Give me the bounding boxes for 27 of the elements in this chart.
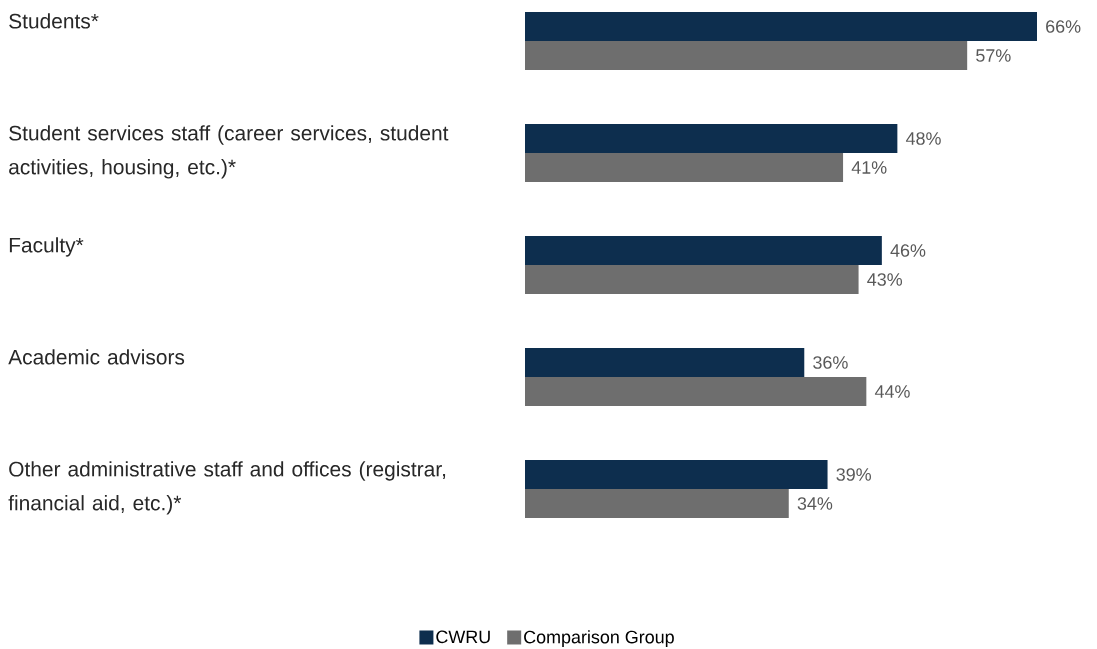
data-label: 36%: [813, 356, 848, 369]
data-label: 41%: [851, 161, 887, 174]
data-label: 34%: [797, 497, 833, 510]
data-label: 46%: [890, 244, 926, 257]
bar: [525, 377, 867, 406]
y-tick-label: Other administrative staff and offices (registrar, financial aid, etc.)*: [8, 461, 446, 515]
bar: [525, 236, 882, 265]
bar: [525, 489, 789, 518]
data-label: 44%: [874, 385, 910, 398]
legend-label: Comparison Group: [524, 630, 674, 647]
bar: [525, 153, 844, 182]
data-label: 43%: [867, 273, 903, 286]
data-label: 48%: [905, 132, 941, 145]
y-tick-label: Students*: [9, 13, 99, 29]
bar: [525, 348, 805, 377]
y-tick-label: Faculty*: [9, 237, 84, 257]
data-label: 39%: [836, 468, 871, 481]
data-label: 57%: [976, 49, 1011, 62]
legend-label: CWRU: [436, 630, 490, 644]
y-tick-label: Student services staff (career services, student activities, housing, etc.)*: [9, 125, 449, 179]
bar: [525, 12, 1037, 41]
bar: [525, 460, 828, 489]
data-label: 66%: [1046, 20, 1081, 33]
bar: [525, 41, 968, 70]
bar: [525, 265, 859, 294]
y-tick-label: Academic advisors: [8, 349, 185, 365]
bar: [525, 124, 898, 153]
